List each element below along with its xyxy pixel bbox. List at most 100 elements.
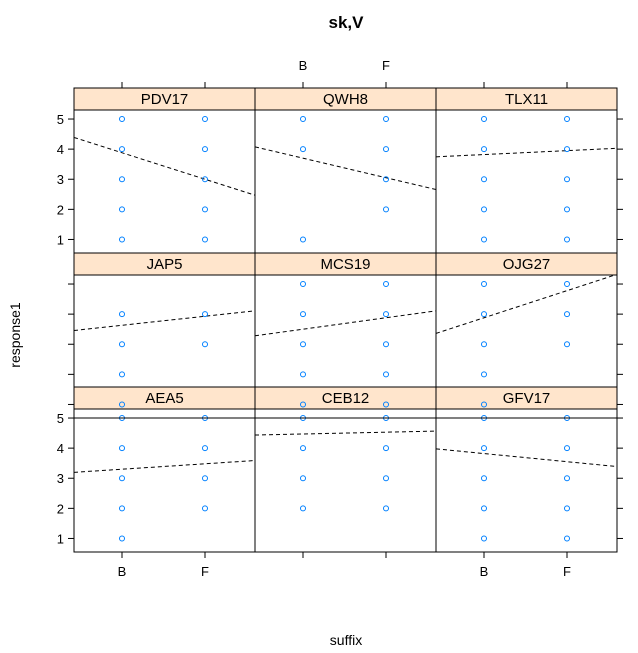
data-point (481, 401, 487, 408)
data-point (481, 505, 487, 512)
panel-ojg27: OJG27 (435, 252, 623, 419)
x-tick-label: B (118, 564, 127, 579)
trend-line (436, 448, 617, 468)
data-point (564, 236, 570, 243)
data-point (202, 311, 208, 318)
data-point (300, 236, 306, 243)
panel-strip-label: OJG27 (503, 256, 551, 273)
data-point (481, 475, 487, 482)
trend-line (255, 430, 436, 436)
data-point (383, 176, 389, 183)
data-point (300, 445, 306, 452)
data-point (202, 176, 208, 183)
panel-qwh8: QWH8 B F (254, 58, 437, 254)
data-point (119, 236, 125, 243)
panel-strip-label: MCS19 (320, 256, 370, 273)
data-point (300, 475, 306, 482)
chart-title: sk,V (329, 13, 365, 32)
data-point (202, 445, 208, 452)
data-point (202, 505, 208, 512)
data-point (300, 505, 306, 512)
panel-frame (73, 408, 256, 553)
data-point (383, 146, 389, 153)
data-point (564, 146, 570, 153)
data-point (481, 176, 487, 183)
data-point (564, 176, 570, 183)
panel-pdv17: PDV17 1 2 3 4 5 (57, 82, 256, 254)
y-tick-label: 1 (57, 232, 64, 247)
panel-gfv17: GFV17 B F (435, 386, 623, 579)
data-point (481, 206, 487, 213)
panel-strip-label: TLX11 (505, 91, 548, 108)
data-point (564, 281, 570, 288)
x-tick-label: B (480, 564, 489, 579)
trend-line (255, 146, 436, 191)
data-point (564, 206, 570, 213)
y-tick-label: 3 (57, 471, 64, 486)
panel-tlx11: TLX11 (435, 82, 623, 254)
panel-strip-label: PDV17 (141, 91, 189, 108)
data-point (300, 371, 306, 378)
x-tick-label-top: B (299, 58, 308, 73)
panel-frame (73, 109, 256, 254)
data-point (564, 475, 570, 482)
data-point (202, 475, 208, 482)
data-point (383, 116, 389, 123)
y-tick-label: 4 (57, 142, 64, 157)
data-point (564, 505, 570, 512)
trend-line (436, 147, 617, 158)
data-point (300, 311, 306, 318)
panel-strip-label: CEB12 (322, 390, 370, 407)
panel-frame (435, 408, 618, 553)
panel-grid: AEA5 1 2 3 4 5 B F CEB12 GFV17 B F JAP5 MCS19 OJG27 PDV… (57, 58, 623, 579)
panel-frame (435, 109, 618, 254)
data-point (202, 236, 208, 243)
data-point (383, 505, 389, 512)
y-tick-label: 5 (57, 411, 64, 426)
data-point (300, 341, 306, 348)
data-point (119, 311, 125, 318)
trend-line (255, 310, 436, 337)
trend-line (74, 460, 255, 473)
data-point (383, 445, 389, 452)
data-point (119, 475, 125, 482)
data-point (481, 281, 487, 288)
trend-line (74, 136, 255, 196)
data-point (202, 116, 208, 123)
data-point (300, 401, 306, 408)
data-point (119, 206, 125, 213)
data-point (564, 445, 570, 452)
data-point (119, 176, 125, 183)
trend-line (74, 310, 255, 331)
x-tick-label: F (201, 564, 209, 579)
panel-strip-label: AEA5 (145, 390, 183, 407)
data-point (481, 146, 487, 153)
data-point (383, 371, 389, 378)
y-tick-label: 2 (57, 501, 64, 516)
data-point (564, 311, 570, 318)
data-point (383, 341, 389, 348)
y-tick-label: 3 (57, 172, 64, 187)
y-tick-label: 4 (57, 441, 64, 456)
y-axis-label: response1 (7, 302, 23, 368)
panel-strip-label: JAP5 (147, 256, 183, 273)
data-point (119, 371, 125, 378)
x-tick-label: F (563, 564, 571, 579)
data-point (383, 401, 389, 408)
data-point (202, 341, 208, 348)
panel-strip-label: GFV17 (503, 390, 551, 407)
data-point (481, 445, 487, 452)
data-point (119, 535, 125, 542)
data-point (119, 146, 125, 153)
data-point (119, 401, 125, 408)
data-point (300, 146, 306, 153)
data-point (564, 116, 570, 123)
panel-strip-label: QWH8 (323, 91, 368, 108)
data-point (481, 371, 487, 378)
trend-line (436, 275, 617, 334)
data-point (481, 236, 487, 243)
data-point (119, 341, 125, 348)
x-tick-label-top: F (382, 58, 390, 73)
panel-ceb12: CEB12 (254, 386, 437, 558)
